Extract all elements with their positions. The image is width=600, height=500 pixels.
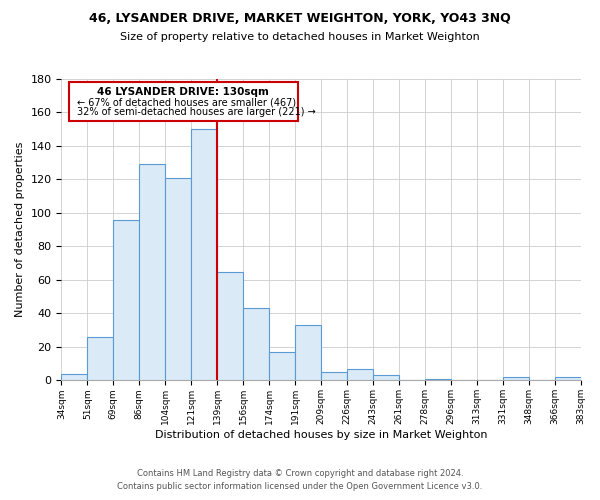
Bar <box>295 325 321 380</box>
Text: Contains HM Land Registry data © Crown copyright and database right 2024.: Contains HM Land Registry data © Crown c… <box>137 468 463 477</box>
Bar <box>217 272 243 380</box>
Text: Size of property relative to detached houses in Market Weighton: Size of property relative to detached ho… <box>120 32 480 42</box>
Text: 46, LYSANDER DRIVE, MARKET WEIGHTON, YORK, YO43 3NQ: 46, LYSANDER DRIVE, MARKET WEIGHTON, YOR… <box>89 12 511 26</box>
Bar <box>347 368 373 380</box>
Bar <box>191 129 217 380</box>
Bar <box>61 374 88 380</box>
Text: Contains public sector information licensed under the Open Government Licence v3: Contains public sector information licen… <box>118 482 482 491</box>
Bar <box>269 352 295 380</box>
FancyBboxPatch shape <box>69 82 298 121</box>
Bar <box>139 164 165 380</box>
Y-axis label: Number of detached properties: Number of detached properties <box>15 142 25 318</box>
Text: 46 LYSANDER DRIVE: 130sqm: 46 LYSANDER DRIVE: 130sqm <box>97 88 269 98</box>
Bar <box>321 372 347 380</box>
X-axis label: Distribution of detached houses by size in Market Weighton: Distribution of detached houses by size … <box>155 430 487 440</box>
Bar <box>165 178 191 380</box>
Bar <box>373 376 399 380</box>
Text: 32% of semi-detached houses are larger (221) →: 32% of semi-detached houses are larger (… <box>77 108 316 118</box>
Bar <box>88 337 113 380</box>
Bar <box>554 377 581 380</box>
Bar <box>503 377 529 380</box>
Text: ← 67% of detached houses are smaller (467): ← 67% of detached houses are smaller (46… <box>77 98 296 108</box>
Bar <box>113 220 139 380</box>
Bar <box>425 379 451 380</box>
Bar <box>243 308 269 380</box>
